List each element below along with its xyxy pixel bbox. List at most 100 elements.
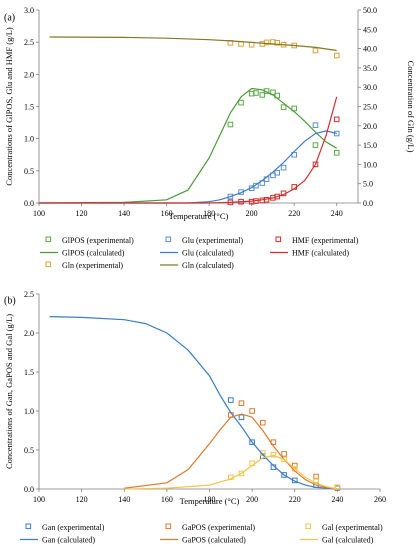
data-point [238,99,244,106]
series-line [49,316,338,490]
x-tick-label: 140 [118,209,130,218]
y-tick-label: 0.5 [24,446,34,455]
data-point [238,400,245,406]
data-point [238,470,245,477]
data-point [274,169,280,176]
y2-tick-label: 25.0 [363,103,377,112]
data-point [274,193,280,200]
data-point [333,52,340,59]
y-axis-title: Concentrations of GlPOS, Glu and HMF (g/… [4,27,14,186]
data-point [281,472,287,478]
y2-tick-label: 45.0 [363,25,377,34]
legend: Gan (experimental) GaPOS (experimental) Ga… [20,523,383,545]
data-point [313,473,319,480]
data-point [280,104,287,110]
x-tick-label: 220 [288,209,300,218]
data-point [312,122,319,128]
x-tick-label: 240 [331,209,343,218]
x-tick-label: 200 [246,209,258,218]
x-tick-label: 220 [289,495,301,504]
series-line [124,454,338,490]
y2-axis-title: Concentration of Gln (g/L) [406,61,416,153]
legend-label: Gan (calculated) [42,536,95,545]
data-point [334,484,341,491]
data-point [227,193,234,200]
y2-tick-label: 30.0 [363,83,377,92]
x-tick-label: 180 [203,209,215,218]
legend: GlPOS (experimental) Glu (experimental) HM… [40,236,359,270]
data-point [313,477,319,484]
y2-tick-label: 40.0 [363,45,377,54]
legend-marker [165,523,172,530]
series-line [38,87,338,204]
x-tick-label: 120 [76,209,88,218]
y2-tick-label: 0.0 [363,199,373,208]
legend-marker [305,523,312,530]
data-point [259,92,266,98]
x-axis-title: Temperature (°C) [169,211,229,221]
x-tick-label: 100 [33,209,45,218]
x-tick-label: 180 [204,495,216,504]
y-tick-label: 1.5 [24,103,34,112]
legend-label: HMF (experimental) [292,236,359,245]
x-tick-label: 100 [33,495,45,504]
legend-label: GaPOS (experimental) [182,523,255,532]
data-point [312,47,319,54]
y-tick-label: 0.5 [24,167,34,176]
legend-marker [45,236,52,243]
x-tick-label: 120 [76,495,88,504]
x-tick-label: 160 [161,209,173,218]
legend-label: Gan (experimental) [42,523,105,532]
y-tick-label: 1.5 [24,368,34,377]
data-point [333,116,340,123]
data-point [274,40,280,46]
y2-tick-label: 20.0 [363,122,377,131]
y-tick-label: 2.5 [24,38,34,47]
data-point [238,414,245,421]
data-point [312,142,319,148]
legend-label: Gal (calculated) [322,536,374,545]
x-tick-label: 160 [161,495,173,504]
legend-marker [25,523,32,530]
data-point [312,161,319,168]
legend-label: HMF (calculated) [292,249,349,258]
x-tick-label: 200 [246,495,258,504]
y-tick-label: 0.0 [24,485,34,494]
data-point [253,90,259,96]
legend-label: Glu (calculated) [182,249,234,258]
legend-label: Gal (experimental) [322,523,383,532]
x-axis-title: Temperature (°C) [180,496,240,506]
legend-label: Glu (experimental) [182,236,243,245]
legend-label: GlPOS (calculated) [62,249,125,258]
y-tick-label: 1.0 [24,407,34,416]
y-tick-label: 3.0 [24,6,34,15]
data-point [291,105,297,112]
y2-tick-label: 35.0 [363,64,377,73]
y2-tick-label: 5.0 [363,180,373,189]
x-tick-label: 260 [374,495,386,504]
x-tick-label: 140 [118,495,130,504]
y2-tick-label: 15.0 [363,141,377,150]
y2-tick-label: 50.0 [363,6,377,15]
legend-label: GlPOS (experimental) [62,236,134,245]
series-line [49,36,337,52]
y-tick-label: 2.5 [24,290,34,299]
data-point [249,408,255,414]
panel-b: (b) 100 120 140 160 180 200 220 240 260 0.0 0.5 1.0 1… [4,290,386,545]
data-point [280,164,287,171]
y-tick-label: 2.0 [24,329,34,338]
y-tick-label: 0.0 [24,199,34,208]
legend-label: Gln (calculated) [182,261,234,270]
series-line [124,413,338,490]
data-point [281,456,287,463]
data-point [263,39,270,46]
x-tick-label: 240 [331,495,343,504]
legend-label: GaPOS (calculated) [182,536,246,545]
series-line [39,130,337,204]
data-point [281,451,287,457]
data-point [249,439,255,445]
y-tick-label: 1.0 [24,135,34,144]
panel-a: (a) 100 120 140 160 180 200 220 240 0.0 0.5 1.0 1.5 2… [4,6,416,270]
legend-label: Gln (experimental) [62,261,123,270]
